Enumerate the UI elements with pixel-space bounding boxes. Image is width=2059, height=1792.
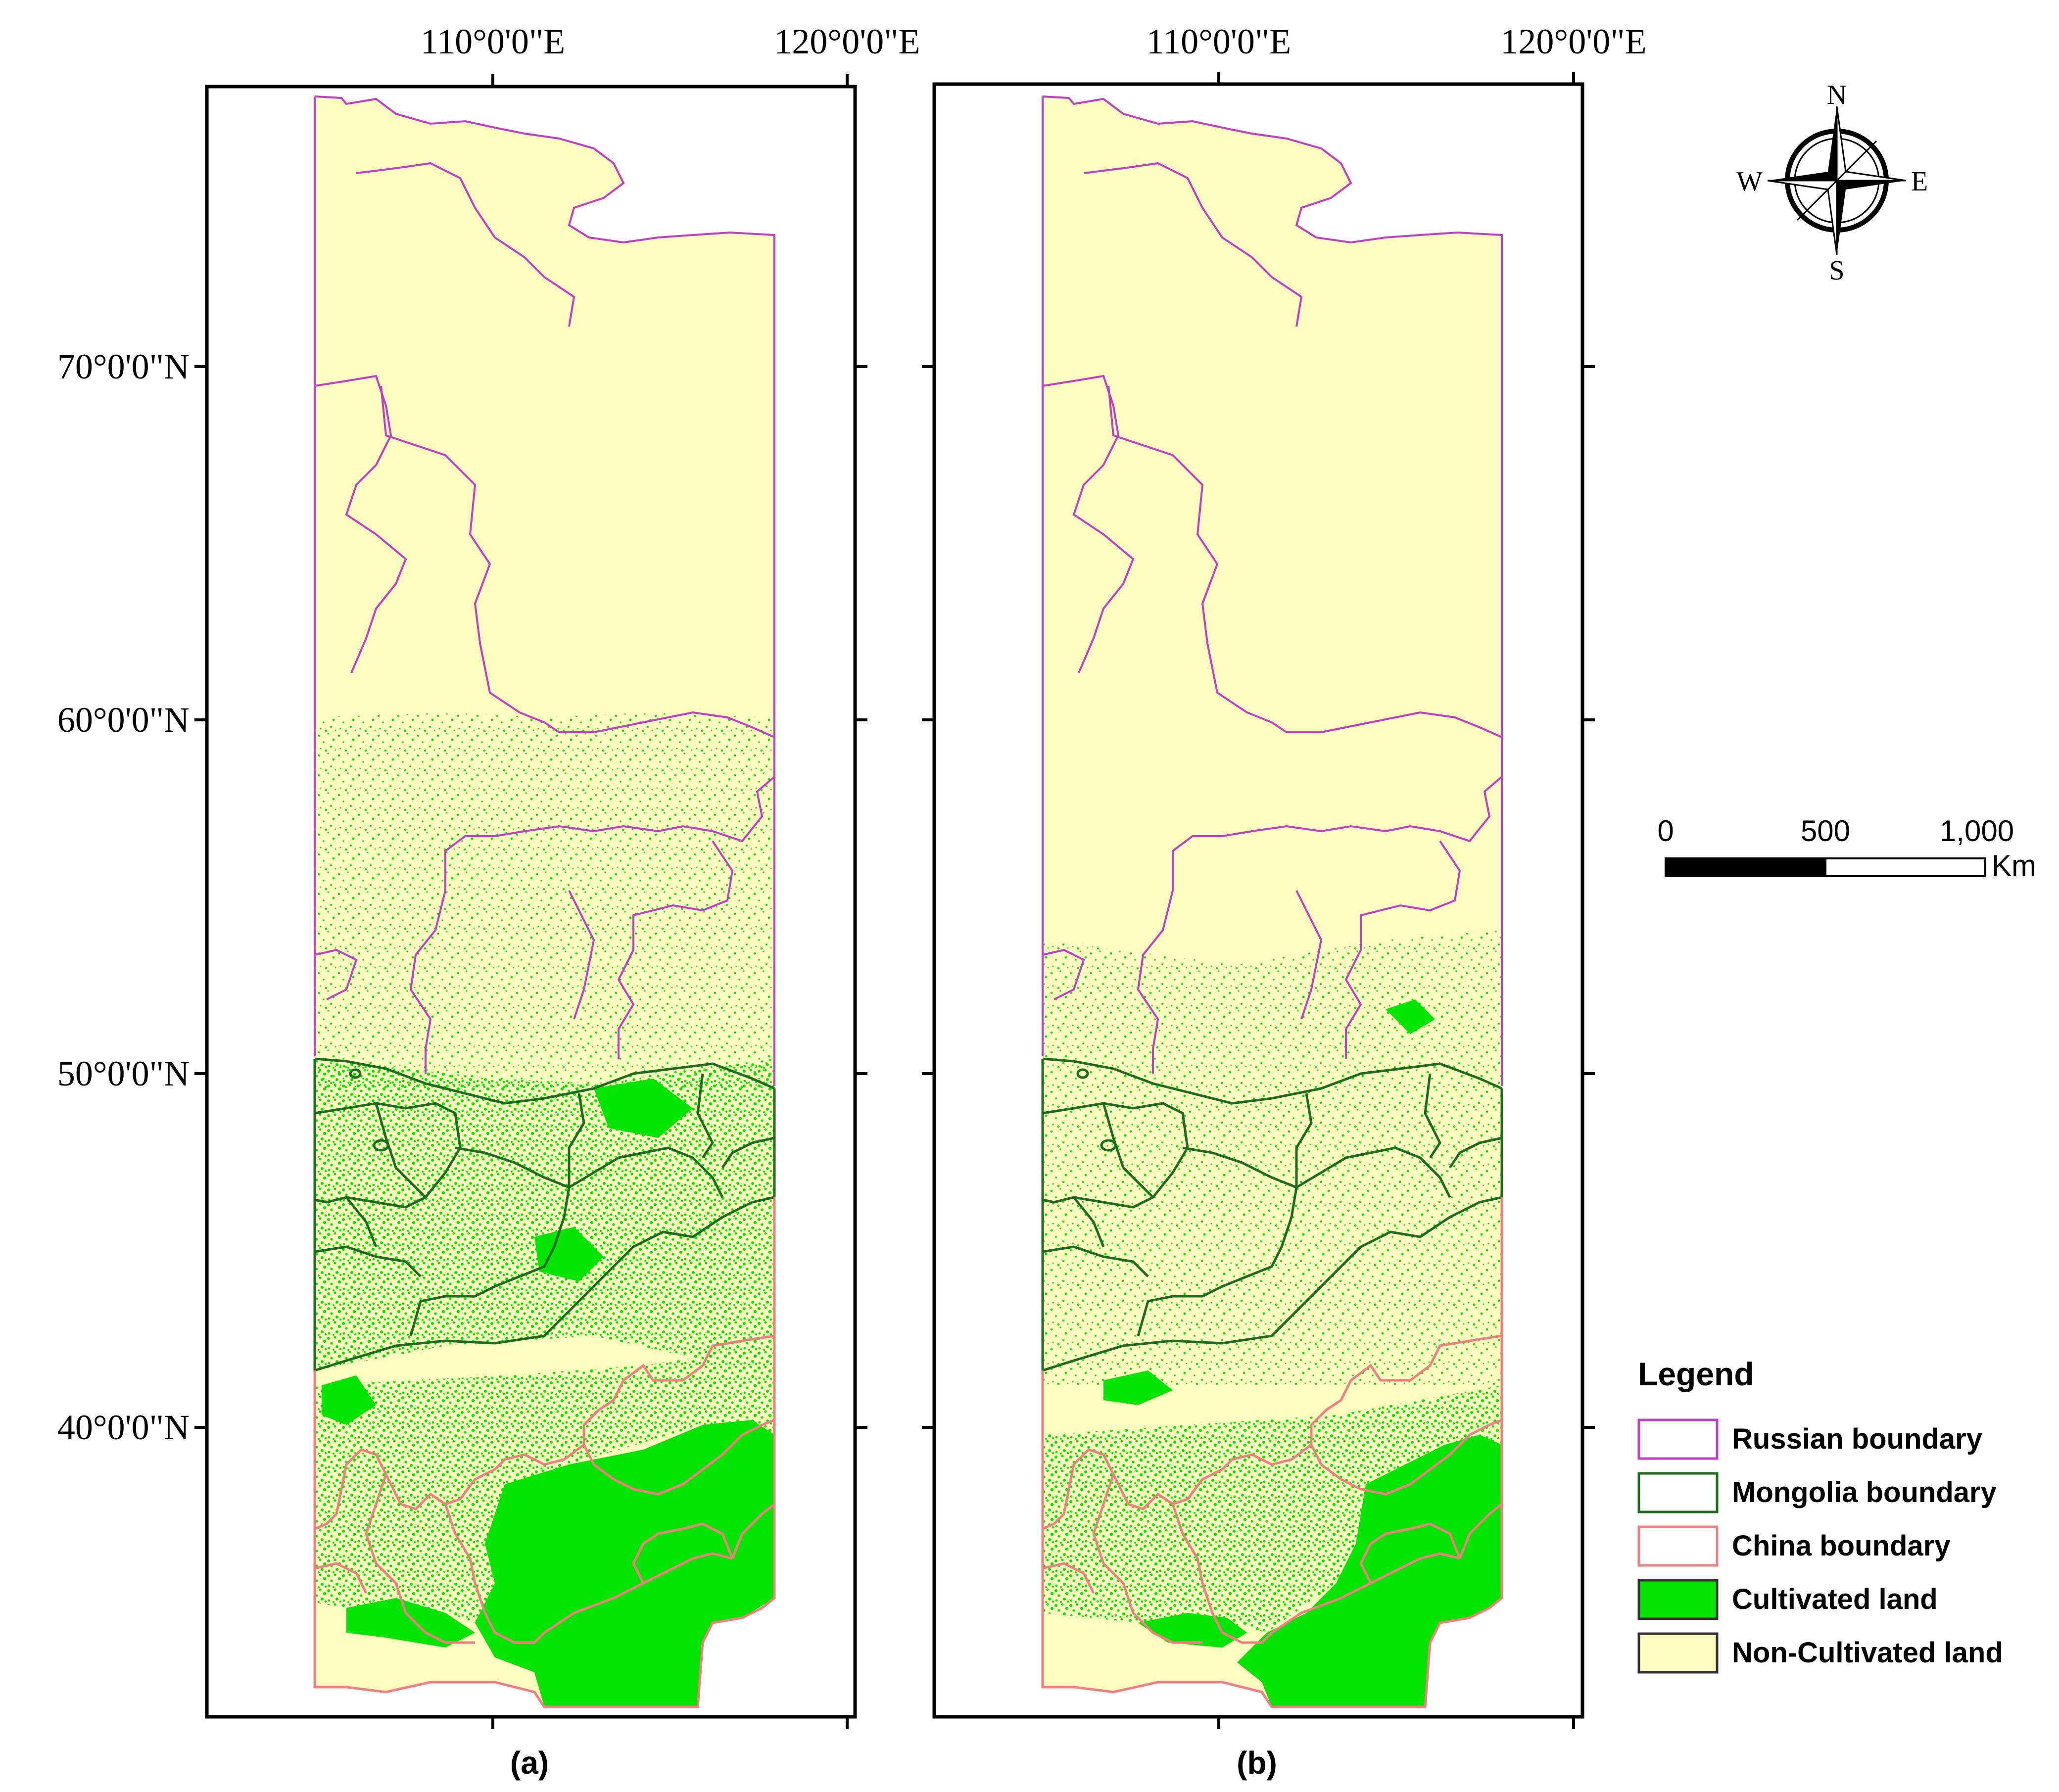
legend-swatch-mongolia-boundary	[1637, 1472, 1719, 1513]
mongolia-cultivation-b	[1043, 1059, 1502, 1370]
scale-tick-0: 0	[1657, 814, 1674, 848]
compass-south-label: S	[1829, 255, 1844, 286]
legend-swatch-china-boundary	[1637, 1525, 1719, 1567]
lon-label-110e-b: 110°0'0"E	[1147, 22, 1291, 61]
china-boundary-b	[1041, 1197, 1503, 1708]
lon-label-110e-a: 110°0'0"E	[421, 22, 565, 61]
legend-item-cultivated-land: Cultivated land	[1637, 1579, 1938, 1620]
scale-bar-white-segment	[1824, 857, 1986, 877]
legend-item-mongolia-boundary: Mongolia boundary	[1637, 1472, 1997, 1513]
scale-unit: Km	[1992, 849, 2036, 882]
mongolia-boundary-a	[313, 1057, 776, 1372]
sparse-china-b	[1043, 1385, 1502, 1633]
axis-ticks-a	[194, 74, 867, 1729]
compass-rose-icon	[1767, 106, 1907, 255]
lon-label-120e-a: 120°0'0"E	[774, 22, 920, 61]
legend-item-china-boundary: China boundary	[1637, 1525, 1950, 1567]
lat-label-70n: 70°0'0"N	[57, 347, 190, 386]
scale-tick-1000: 1,000	[1940, 814, 2014, 848]
legend-label-non-cultivated-land: Non-Cultivated land	[1732, 1637, 2003, 1669]
cultivated-patch-a4	[534, 1227, 604, 1281]
china-boundary-a	[313, 1197, 776, 1708]
scale-tick-500: 500	[1801, 814, 1850, 848]
legend-label-russian-boundary: Russian boundary	[1732, 1423, 1982, 1455]
russian-boundary-a	[314, 95, 775, 1086]
compass-west-label: W	[1736, 166, 1763, 197]
panel-caption-b: (b)	[1237, 1745, 1277, 1781]
axis-ticks-b	[922, 72, 1595, 1729]
sparse-china-a	[315, 1346, 774, 1623]
sparse-cultivation-a	[315, 712, 774, 1088]
map-panel-b: 110°0'0"E 120°0'0"E (b)	[922, 22, 1647, 1781]
scale-bar-outline	[1665, 857, 1986, 877]
panel-caption-a: (a)	[510, 1745, 549, 1781]
legend-label-cultivated-land: Cultivated land	[1732, 1583, 1938, 1615]
lon-label-120e-b: 120°0'0"E	[1500, 22, 1646, 61]
compass-east-label: E	[1911, 166, 1928, 197]
legend-item-non-cultivated-land: Non-Cultivated land	[1637, 1632, 2003, 1674]
legend-label-china-boundary: China boundary	[1732, 1530, 1950, 1562]
legend: Legend Russian boundary Mongolia boundar…	[1637, 1356, 2003, 1674]
scale-bar: 0 500 1,000 Km	[1657, 814, 2036, 882]
russian-boundary-b	[1042, 95, 1503, 1086]
mongolia-boundary-b	[1041, 1057, 1503, 1372]
lat-label-40n: 40°0'0"N	[57, 1408, 190, 1447]
cultivated-patch-a1	[475, 1420, 774, 1707]
lat-label-60n: 60°0'0"N	[57, 700, 190, 740]
north-arrow: N S E W	[1736, 80, 1928, 286]
cultivated-patch-b4	[1386, 999, 1435, 1034]
cultivated-patch-b3	[1103, 1370, 1173, 1405]
legend-swatch-non-cultivated-land	[1637, 1632, 1719, 1674]
cultivated-patch-b1	[1237, 1435, 1502, 1707]
cultivated-patch-a2	[346, 1598, 475, 1648]
legend-label-mongolia-boundary: Mongolia boundary	[1732, 1476, 1997, 1509]
scale-bar-black-segment	[1666, 858, 1825, 876]
mongolia-cultivation-a	[315, 1059, 774, 1375]
map-panel-a: 110°0'0"E 120°0'0"E 70°0'0"N 60°0'0"N 50…	[57, 22, 920, 1781]
legend-swatch-russian-boundary	[1637, 1418, 1719, 1460]
lat-label-50n: 50°0'0"N	[57, 1054, 190, 1093]
legend-title: Legend	[1638, 1356, 1754, 1392]
legend-item-russian-boundary: Russian boundary	[1637, 1418, 1982, 1460]
legend-swatch-cultivated-land	[1637, 1579, 1719, 1620]
compass-north-label: N	[1827, 80, 1847, 110]
cultivated-patch-a5	[594, 1079, 693, 1138]
